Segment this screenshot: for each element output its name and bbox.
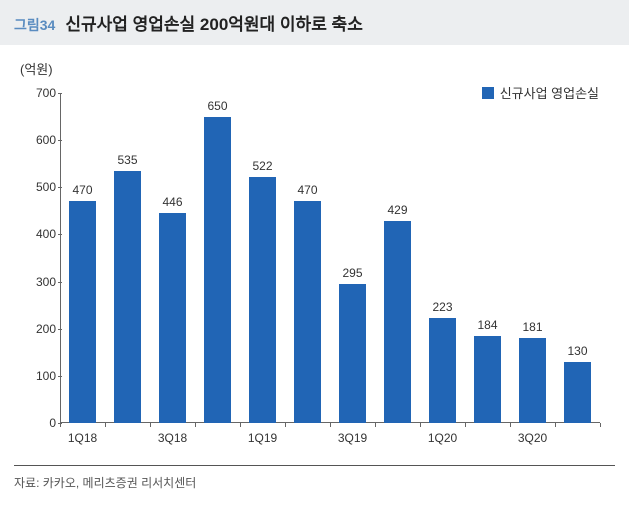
- y-axis-unit-label: (억원): [20, 59, 53, 78]
- y-tick-mark: [58, 376, 62, 377]
- bar: [429, 318, 456, 423]
- x-tick-mark: [465, 423, 466, 427]
- bar: [204, 117, 231, 423]
- source-wrap: 자료: 카카오, 메리츠증권 리서치센터: [14, 465, 615, 491]
- x-tick-mark: [375, 423, 376, 427]
- y-tick-label: 400: [36, 227, 56, 241]
- bar-value-label: 130: [567, 344, 587, 358]
- bar-value-label: 184: [477, 318, 497, 332]
- x-tick-mark: [330, 423, 331, 427]
- x-tick-label: 1Q20: [428, 431, 457, 445]
- x-tick-mark: [555, 423, 556, 427]
- bar-value-label: 295: [342, 266, 362, 280]
- x-tick-mark: [195, 423, 196, 427]
- x-tick-mark: [60, 423, 61, 427]
- y-tick-label: 500: [36, 180, 56, 194]
- bar: [159, 213, 186, 423]
- y-tick-label: 200: [36, 322, 56, 336]
- y-tick-mark: [58, 329, 62, 330]
- x-tick-mark: [420, 423, 421, 427]
- y-tick-label: 0: [49, 416, 56, 430]
- bar-value-label: 470: [297, 183, 317, 197]
- chart-area: (억원) 신규사업 영업손실 0100200300400500600700 1Q…: [0, 45, 629, 465]
- bar-value-label: 535: [117, 153, 137, 167]
- bar-value-label: 181: [522, 320, 542, 334]
- bar: [249, 177, 276, 423]
- y-tick-label: 600: [36, 133, 56, 147]
- x-tick-mark: [600, 423, 601, 427]
- y-tick-mark: [58, 140, 62, 141]
- bars-group: 470 535 446 650 522 470 295 429 223 184 181 130: [60, 93, 600, 423]
- x-tick-mark: [510, 423, 511, 427]
- bar-value-label: 446: [162, 195, 182, 209]
- x-ticks: 1Q18 3Q18 1Q19 3Q19 1Q20 3Q20: [60, 427, 600, 447]
- x-tick-mark: [105, 423, 106, 427]
- x-tick-label: 3Q20: [518, 431, 547, 445]
- y-tick-mark: [58, 93, 62, 94]
- bar: [339, 284, 366, 423]
- bar-value-label: 470: [72, 183, 92, 197]
- bar: [69, 201, 96, 423]
- y-tick-label: 100: [36, 369, 56, 383]
- x-tick-label: 1Q19: [248, 431, 277, 445]
- y-tick-label: 300: [36, 275, 56, 289]
- x-tick-label: 3Q19: [338, 431, 367, 445]
- x-tick-mark: [240, 423, 241, 427]
- bar: [474, 336, 501, 423]
- bar-value-label: 223: [432, 300, 452, 314]
- y-tick-mark: [58, 282, 62, 283]
- bar-value-label: 650: [207, 99, 227, 113]
- y-ticks: 0100200300400500600700: [20, 93, 60, 423]
- bar: [564, 362, 591, 423]
- x-tick-mark: [150, 423, 151, 427]
- figure-title: 신규사업 영업손실 200억원대 이하로 축소: [65, 10, 363, 35]
- bar-value-label: 522: [252, 159, 272, 173]
- x-tick-mark: [285, 423, 286, 427]
- y-tick-label: 700: [36, 86, 56, 100]
- bar: [519, 338, 546, 423]
- y-tick-mark: [58, 187, 62, 188]
- figure-header: 그림34 신규사업 영업손실 200억원대 이하로 축소: [0, 0, 629, 45]
- x-tick-label: 3Q18: [158, 431, 187, 445]
- bar-value-label: 429: [387, 203, 407, 217]
- bar: [384, 221, 411, 423]
- bar: [114, 171, 141, 423]
- y-tick-mark: [58, 234, 62, 235]
- figure-tag: 그림34: [14, 15, 55, 35]
- source-text: 자료: 카카오, 메리츠증권 리서치센터: [14, 474, 615, 491]
- bar: [294, 201, 321, 423]
- x-tick-label: 1Q18: [68, 431, 97, 445]
